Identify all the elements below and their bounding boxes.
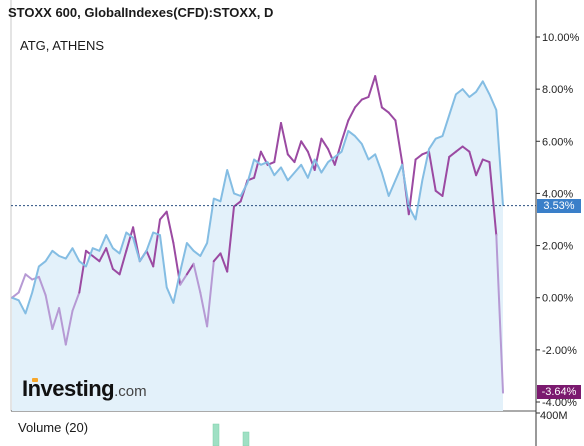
athens-line-segment <box>313 137 323 171</box>
athens-line-segment <box>111 268 121 276</box>
athens-line-segment <box>165 210 175 244</box>
athens-line-segment <box>280 122 289 156</box>
y-tick-label: 10.00% <box>542 32 580 44</box>
athens-line-segment <box>387 111 397 122</box>
athens-line-segment <box>11 291 20 299</box>
athens-line-segment <box>380 106 390 114</box>
y-tick-label: 4.00% <box>542 188 573 200</box>
volume-bar <box>212 423 220 446</box>
y-tick-label: -2.00% <box>542 345 577 357</box>
athens-line-segment <box>125 226 135 252</box>
athens-line-segment <box>360 96 370 101</box>
investing-logo: Investing.com <box>22 376 147 402</box>
athens-line-segment <box>367 75 377 98</box>
athens-line-segment <box>98 247 108 263</box>
athens-line-segment <box>374 75 383 109</box>
athens-line-segment <box>448 150 457 158</box>
athens-line-segment <box>407 158 417 216</box>
volume-axis-label: 400M <box>540 410 568 422</box>
y-tick-label: -4.00% <box>542 397 577 409</box>
logo-text: Investing <box>22 376 115 401</box>
athens-line-segment <box>327 148 336 166</box>
current-value-badge: 3.53% <box>537 199 581 213</box>
chart-title: STOXX 600, GlobalIndexes(CFD):STOXX, D <box>8 5 274 20</box>
athens-line-segment <box>226 205 235 273</box>
athens-line-segment <box>475 158 484 177</box>
logo-suffix: .com <box>114 383 147 400</box>
athens-line-segment <box>300 140 309 153</box>
athens-line-segment <box>17 273 27 294</box>
athens-line-segment <box>428 150 437 192</box>
athens-line-segment <box>206 260 215 328</box>
athens-line-segment <box>340 119 350 143</box>
athens-line-segment <box>37 275 47 297</box>
athens-line-segment <box>91 255 101 263</box>
y-tick-label: 8.00% <box>542 84 573 96</box>
athens-line-segment <box>468 150 478 177</box>
athens-line-segment <box>145 249 155 268</box>
athens-line-segment <box>64 309 74 346</box>
volume-pane: 400M <box>212 410 568 446</box>
athens-line-segment <box>394 119 404 164</box>
compare-symbol-label: ATG, ATHENS <box>20 38 105 53</box>
athens-line-segment <box>212 252 222 263</box>
athens-line-segment <box>347 106 356 122</box>
athens-line-segment <box>192 262 202 294</box>
price-plot <box>10 0 536 412</box>
stoxx-area-fill <box>12 81 503 412</box>
athens-line-segment <box>495 234 504 394</box>
athens-line-segment <box>24 273 34 281</box>
athens-line-segment <box>179 273 188 286</box>
athens-line-segment <box>159 210 168 221</box>
athens-line-segment <box>414 153 424 161</box>
athens-line-segment <box>118 249 128 276</box>
y-axis: 10.00% 8.00% 6.00% 4.00% 2.00% 0.00% -2.00% -4.… <box>535 0 580 446</box>
athens-line-segment <box>488 161 498 237</box>
athens-line-segment <box>306 150 316 171</box>
athens-line-segment <box>273 122 282 164</box>
athens-line-segment <box>481 158 491 164</box>
athens-line-segment <box>152 218 161 268</box>
athens-line-segment <box>454 145 464 153</box>
athens-line-segment <box>44 294 54 330</box>
athens-line-segment <box>441 155 451 197</box>
athens-line-segment <box>78 249 87 294</box>
athens-line-segment <box>293 140 303 164</box>
athens-value-badge: -3.64% <box>537 385 581 399</box>
athens-line-segment <box>85 249 94 257</box>
athens-line-segment <box>253 150 262 179</box>
athens-line-segment <box>71 291 81 312</box>
y-tick-label: 2.00% <box>542 241 573 253</box>
athens-line-segment <box>58 307 67 346</box>
logo-accent-icon <box>32 378 38 382</box>
athens-line-segment <box>51 307 61 330</box>
stoxx-line <box>11 80 504 315</box>
athens-line-segment <box>320 137 330 151</box>
volume-label: Volume (20) <box>18 420 89 435</box>
athens-line-segment <box>354 98 363 109</box>
athens-line-segment <box>434 189 444 197</box>
athens-line-segment <box>461 145 471 153</box>
athens-line-segment <box>105 247 114 270</box>
athens-line-segment <box>286 153 296 164</box>
athens-line-segment <box>219 252 229 273</box>
y-tick-label: 6.00% <box>542 136 573 148</box>
athens-line-segment <box>199 291 209 328</box>
volume-bar <box>242 431 250 446</box>
y-tick-label: 0.00% <box>542 293 573 305</box>
athens-line-segment <box>185 262 195 276</box>
